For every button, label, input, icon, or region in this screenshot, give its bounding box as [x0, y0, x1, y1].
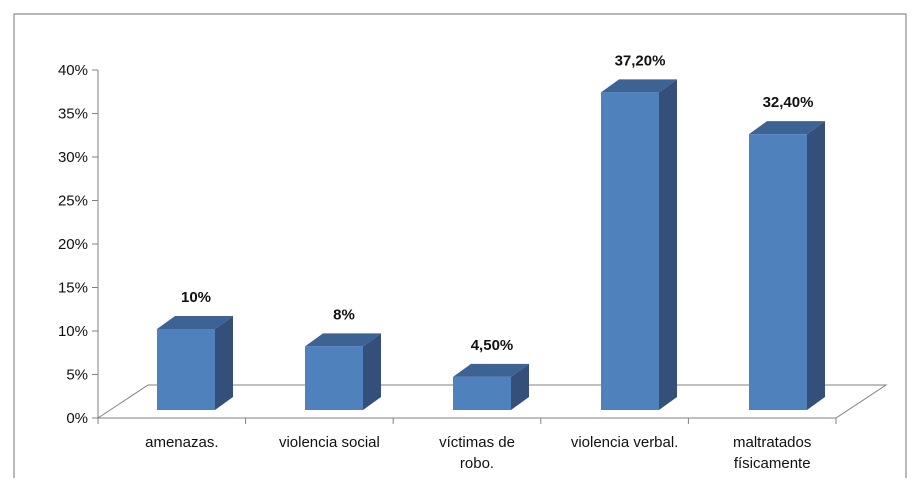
category-label: físicamente — [734, 455, 811, 472]
bar-side — [807, 121, 825, 411]
y-tick-label: 35% — [58, 106, 88, 123]
y-tick-label: 25% — [58, 193, 88, 210]
bar — [453, 376, 511, 410]
bar-top — [453, 363, 529, 377]
category-label: maltratados — [733, 434, 811, 451]
bar-side — [363, 333, 381, 410]
category-label: violencia verbal. — [571, 434, 679, 451]
y-tick-label: 5% — [66, 367, 88, 384]
bar — [305, 346, 363, 410]
bar-top — [157, 316, 233, 329]
chart-border — [13, 13, 907, 478]
bar-top — [749, 121, 825, 135]
bar — [601, 92, 659, 411]
data-label: 4,50% — [471, 337, 514, 354]
bar-top — [305, 333, 381, 347]
y-tick-label: 15% — [58, 280, 88, 297]
bar-side — [215, 316, 233, 410]
y-tick-label: 0% — [66, 410, 88, 427]
bar — [157, 329, 215, 410]
y-tick-label: 40% — [58, 62, 88, 79]
category-label: robo. — [460, 455, 494, 472]
data-label: 32,40% — [763, 94, 814, 111]
category-label: víctimas de — [439, 434, 515, 451]
y-tick-label: 10% — [58, 323, 88, 340]
bar-side — [511, 363, 529, 410]
y-tick-label: 30% — [58, 149, 88, 166]
bar-top — [601, 79, 677, 93]
data-label: 10% — [181, 289, 211, 306]
bar — [749, 134, 807, 410]
data-label: 8% — [333, 306, 355, 323]
data-label: 37,20% — [615, 52, 666, 69]
category-label: amenazas. — [145, 434, 218, 451]
category-label: violencia social — [279, 434, 380, 451]
y-tick-label: 20% — [58, 236, 88, 253]
bar-side — [659, 79, 677, 411]
